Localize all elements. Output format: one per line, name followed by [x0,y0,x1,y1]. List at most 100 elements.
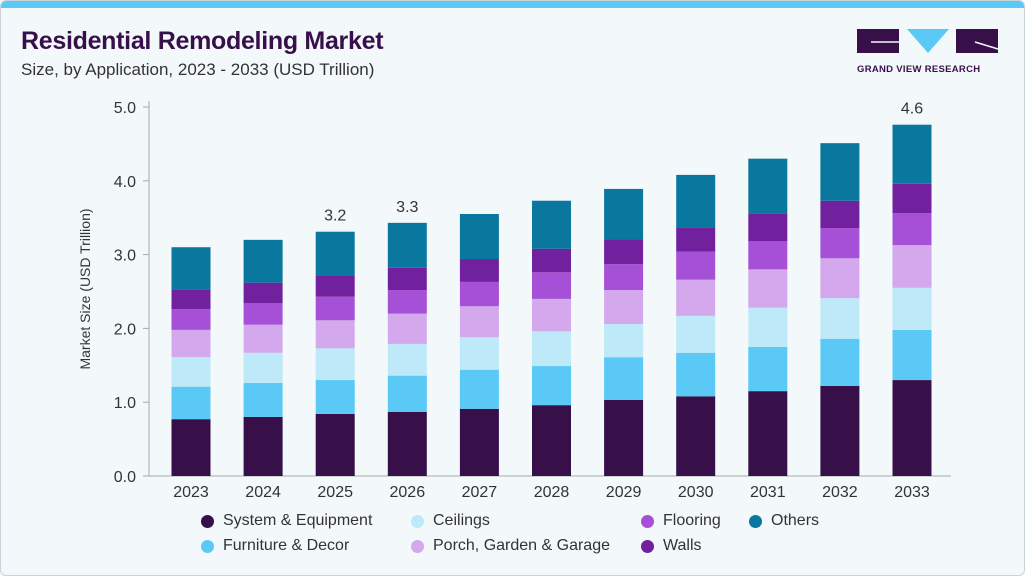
bar-segment-system-equipment-2031 [748,391,788,476]
bar-segment-walls-2024 [243,282,283,304]
bar-segment-furniture-decor-2030 [676,352,716,397]
bar-segment-porch-garden-garage-2026 [387,313,427,344]
bar-segment-ceilings-2028 [532,331,571,367]
legend-item: Ceilings [411,512,490,530]
legend-label: Flooring [663,512,721,529]
bar-segment-others-2023 [171,247,211,290]
bar-segment-furniture-decor-2023 [171,386,211,420]
data-label: 3.3 [396,199,418,216]
legend-swatch-icon [749,514,762,528]
legend-swatch-icon [411,514,424,528]
x-tick-label: 2026 [390,484,426,501]
grand-view-research-logo: GRAND VIEW RESEARCH [857,29,999,75]
bar-segment-furniture-decor-2027 [459,369,499,409]
bar-segment-furniture-decor-2026 [387,375,427,412]
y-tick-label: 4.0 [114,174,136,191]
bar-segment-ceilings-2029 [604,323,644,358]
bar-segment-ceilings-2032 [820,298,860,339]
bar-segment-system-equipment-2028 [532,405,571,476]
bar-segment-porch-garden-garage-2029 [604,290,644,324]
bar-segment-furniture-decor-2025 [315,380,355,415]
data-label: 4.6 [901,101,923,118]
bar-segment-ceilings-2026 [387,343,427,376]
x-tick-label: 2029 [606,484,642,501]
bar-segment-ceilings-2033 [892,287,932,330]
bar-segment-ceilings-2024 [243,352,283,384]
bar-segment-furniture-decor-2024 [243,383,283,417]
bar-segment-furniture-decor-2033 [892,329,932,381]
legend-swatch-icon [201,539,214,553]
bar-segment-furniture-decor-2028 [532,366,571,406]
chart-title: Residential Remodeling Market [21,27,384,55]
bar-segment-ceilings-2031 [748,307,788,347]
bar-segment-furniture-decor-2031 [748,346,788,392]
bar-segment-walls-2027 [459,259,499,282]
bar-segment-ceilings-2030 [676,315,716,353]
bar-segment-flooring-2026 [387,290,427,314]
legend-item: Furniture & Decor [201,537,349,555]
bar-segment-flooring-2024 [243,303,283,325]
legend-label: Furniture & Decor [223,537,350,554]
bar-segment-system-equipment-2030 [676,396,716,476]
x-tick-label: 2030 [678,484,714,501]
bar-segment-porch-garden-garage-2028 [532,298,571,332]
bar-segment-others-2032 [820,143,860,201]
bar-segment-others-2030 [676,174,716,228]
x-tick-label: 2025 [317,484,353,501]
x-tick-label: 2027 [462,484,498,501]
legend-label: System & Equipment [223,512,373,529]
legend-label: Others [771,512,820,529]
bar-segment-system-equipment-2025 [315,414,355,476]
legend-item: Flooring [641,512,721,530]
bar-segment-ceilings-2025 [315,348,355,381]
bar-segment-others-2033 [892,124,932,184]
bar-segment-flooring-2027 [459,281,499,307]
bar-segment-ceilings-2027 [459,337,499,370]
bar-segment-porch-garden-garage-2024 [243,324,283,353]
bar-segment-others-2028 [532,200,571,249]
bar-segment-walls-2023 [171,289,211,310]
x-tick-label: 2031 [750,484,786,501]
bar-segment-walls-2029 [604,239,644,265]
gvr-logo-icon [857,29,999,53]
bar-segment-others-2027 [459,214,499,260]
stacked-bar-chart: 0.0 1.0 2.0 3.0 4.0 5.0 Market Size (USD Trill… [77,100,951,501]
bar-segment-walls-2025 [315,276,355,297]
legend-label: Walls [663,537,702,554]
x-tick-label: 2024 [245,484,281,501]
chart-subtitle: Size, by Application, 2023 - 2033 (USD T… [21,60,375,79]
y-tick-label: 5.0 [114,100,136,117]
bar-segment-system-equipment-2027 [459,408,499,476]
bar-segment-system-equipment-2032 [820,385,860,476]
legend-label: Ceilings [433,512,490,529]
bar-segment-flooring-2028 [532,272,571,299]
legend-swatch-icon [641,514,654,528]
accent-bar [1,1,1024,8]
bar-segment-ceilings-2023 [171,357,211,387]
y-tick-label: 2.0 [114,321,136,338]
y-tick-label: 1.0 [114,395,136,412]
bar-segment-flooring-2025 [315,296,355,321]
bar-segment-walls-2031 [748,213,788,242]
bar-segment-walls-2032 [820,200,860,229]
bar-segment-walls-2033 [892,183,932,214]
bar-segment-others-2029 [604,188,644,240]
bar-segment-walls-2030 [676,227,716,252]
logo-text: GRAND VIEW RESEARCH [857,64,981,75]
bar-segment-porch-garden-garage-2033 [892,245,932,288]
data-label: 3.2 [324,208,346,225]
y-tick-label: 0.0 [114,469,136,486]
bar-segment-others-2024 [243,239,283,283]
bar-segment-furniture-decor-2029 [604,357,644,400]
bar-segment-walls-2028 [532,248,571,273]
bar-segment-flooring-2023 [171,309,211,330]
bar-segment-system-equipment-2024 [243,416,283,476]
x-tick-label: 2023 [173,484,209,501]
bar-segment-porch-garden-garage-2031 [748,269,788,308]
x-tick-label: 2033 [894,484,930,501]
bar-segment-system-equipment-2026 [387,411,427,476]
bar-segment-flooring-2033 [892,213,932,246]
bar-segment-flooring-2030 [676,251,716,280]
bar-segment-porch-garden-garage-2032 [820,258,860,299]
